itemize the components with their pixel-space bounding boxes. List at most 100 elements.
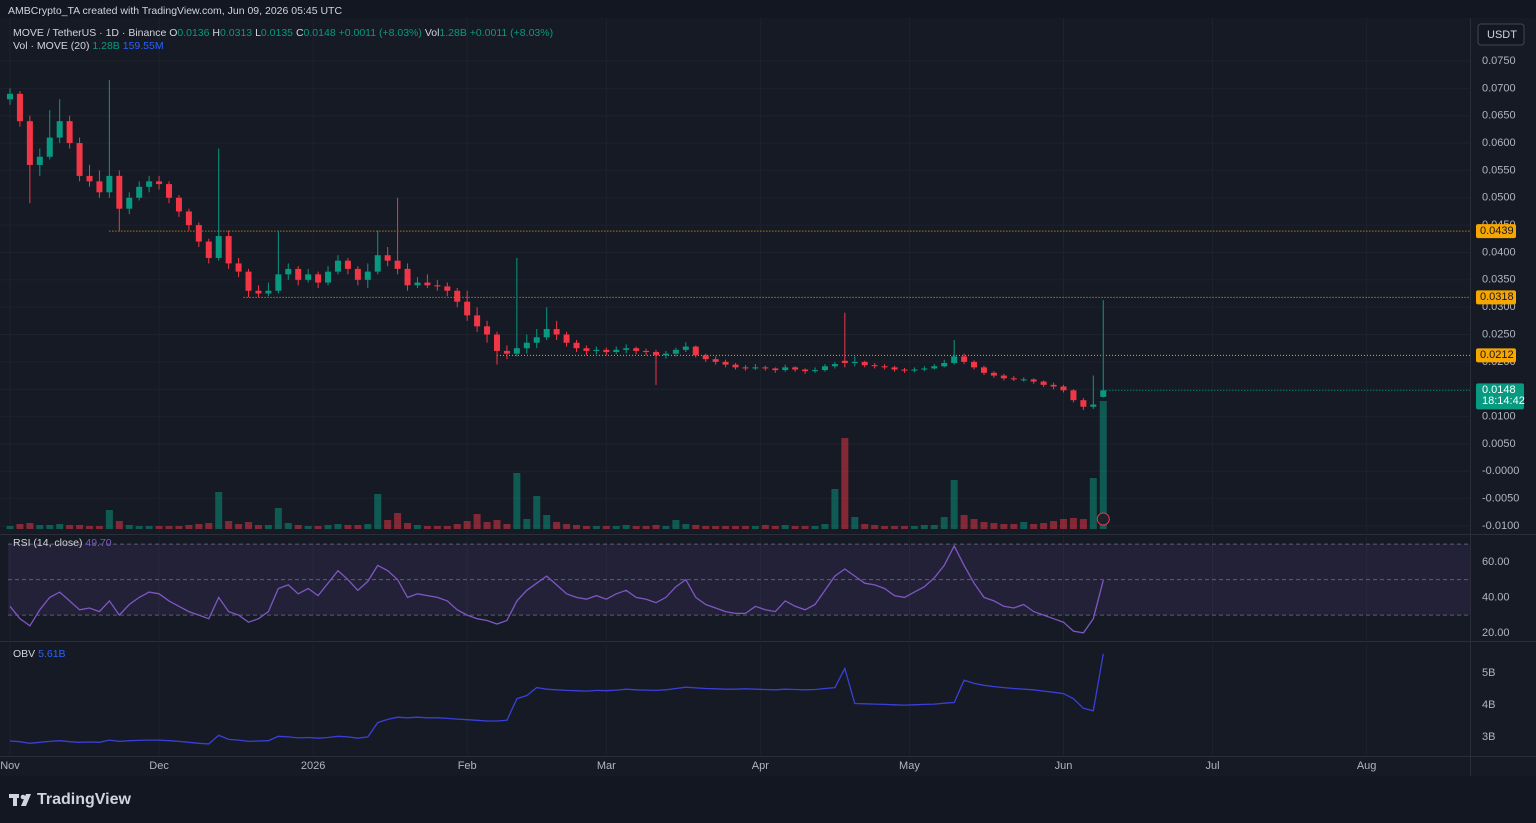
volume-bar [443,526,451,529]
volume-bar [1030,524,1038,529]
candle-body [772,368,779,371]
candle-body [364,271,371,280]
volume-bar [672,520,680,529]
volume-bar [1089,478,1097,529]
candle-body [195,225,202,242]
candle-body [285,268,292,275]
ohlc-value: 0.0135 [261,27,293,39]
volume-bar [145,526,153,529]
y-tick-label: -0.0050 [1482,493,1519,505]
candle-body [96,181,103,193]
currency-box[interactable] [1477,23,1525,46]
candle-body [742,367,749,369]
candle-body [106,175,113,193]
ohlc-letter: L [255,27,261,39]
candle-body [484,326,491,335]
x-tick-label: Jun [1055,760,1073,772]
volume-bar [682,524,690,529]
currency[interactable]: USDT [1487,29,1517,41]
x-tick-label: Feb [458,760,477,772]
candle-body [990,372,997,376]
volume-bar [473,514,481,529]
candle-body [513,348,520,354]
symbol: MOVE / TetherUS · 1D · Binance [13,27,166,39]
y-tick-label: 0.0250 [1482,328,1516,340]
volume-bar [563,524,571,529]
legend-obv: OBV 5.61B [13,648,66,660]
volume-bar [811,526,819,529]
event-icon[interactable] [1096,512,1110,526]
volume-bar [781,525,789,529]
candle-body [384,255,391,261]
candle-body [374,255,381,272]
candle-body [831,364,838,367]
volume-bar [910,526,918,529]
candle-body [901,369,908,371]
volume-bar [940,517,948,529]
candle-body [672,349,679,354]
volume-bar [115,521,123,529]
candle-body [702,355,709,360]
candle-body [861,361,868,366]
rsi-tick-label: 40.00 [1482,591,1510,603]
y-tick-label: -0.0000 [1482,465,1519,477]
last-price: 0.0148 [1482,384,1516,396]
candle-body [166,184,173,198]
candle-body [692,346,699,356]
candle-body [712,359,719,362]
volume-bar [36,525,44,529]
y-tick-label: 0.0100 [1482,410,1516,422]
volume-bar [1069,518,1077,529]
volume-bar [105,510,113,529]
volume-bar [970,519,978,529]
volume-bar [453,524,461,529]
volume-bar [304,526,312,529]
candle-body [533,337,540,343]
volume-bar [16,524,24,529]
obv-tick-label: 5B [1482,667,1495,679]
candle-body [1060,386,1067,391]
candle-body [434,285,441,287]
volume-bar [215,492,223,529]
volume-bar [66,525,74,529]
candle-body [36,156,43,165]
volume-bar [543,515,551,529]
ohlc-letter: C [296,27,304,39]
candle-body [573,342,580,349]
legend-volume: Vol · MOVE (20) 1.28B 159.55M [13,40,164,52]
level-label: 0.0439 [1480,225,1514,237]
y-tick-label: 0.0750 [1482,55,1516,67]
candle-body [215,236,222,258]
candle-body [1040,381,1047,385]
candle-body [603,349,610,353]
candle-body [16,93,23,122]
volume-bar [404,523,412,529]
candle-body [76,143,83,176]
candle-body [752,367,759,369]
volume-bar [423,526,431,529]
y-tick-label: 0.0050 [1482,438,1516,450]
volume-bar [125,525,133,529]
candle-body [543,329,550,338]
y-tick-label: 0.0500 [1482,192,1516,204]
candle-body [325,271,332,283]
volume-bar [344,525,352,529]
volume-bar [573,525,581,529]
y-tick-label: 0.0600 [1482,137,1516,149]
volume-bar [374,494,382,529]
x-tick-label: Nov [0,760,20,772]
volume-bar [622,525,630,529]
candle-body [136,186,143,198]
candle-body [275,274,282,291]
candle-body [931,366,938,369]
volume-bar [990,523,998,529]
volume-bar [294,525,302,529]
candle-body [334,260,341,272]
candle-body [623,348,630,350]
volume-bar [632,526,640,529]
x-tick-label: May [899,760,920,772]
candle-body [444,286,451,291]
volume-bar [891,526,899,529]
candle-body [116,175,123,209]
